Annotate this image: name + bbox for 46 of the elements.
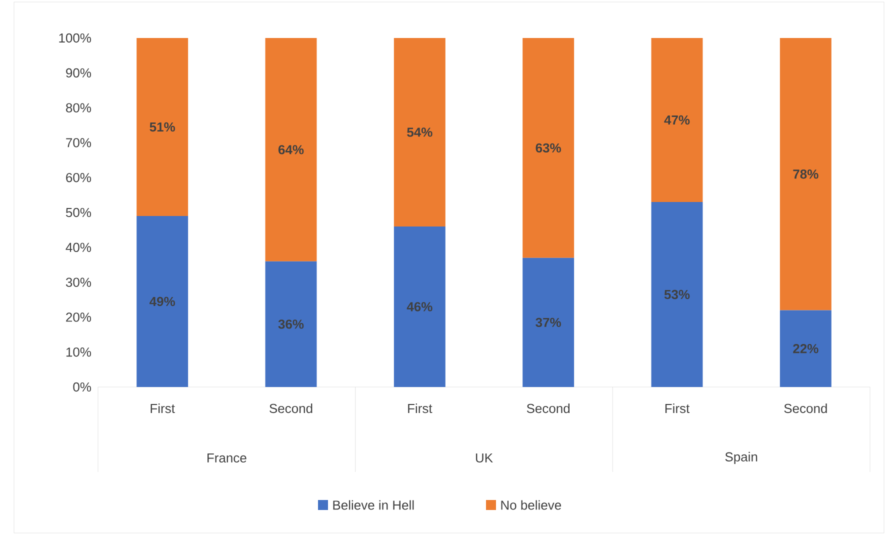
- bar: [651, 38, 703, 202]
- text: Spain: [725, 452, 758, 464]
- y-tick-label: 30%: [66, 278, 92, 287]
- data-label: 22%: [793, 344, 818, 354]
- y-tick-label: 20%: [66, 312, 92, 322]
- legend-label: Believe in Hell: [333, 500, 414, 510]
- data-label: 47%: [664, 115, 690, 125]
- bar: [651, 202, 703, 387]
- bar: [394, 226, 446, 387]
- y-tick-label: 80%: [66, 103, 92, 112]
- y-tick-label: 40%: [66, 242, 92, 252]
- bar: [394, 38, 446, 226]
- data-label: 78%: [793, 170, 818, 179]
- y-tick-label: 90%: [66, 68, 92, 78]
- bar: [136, 38, 188, 216]
- text: UK: [476, 453, 493, 463]
- data-label: 64%: [278, 145, 304, 154]
- data-label: 46%: [406, 302, 432, 312]
- bar: [522, 38, 574, 258]
- bar: [265, 261, 317, 387]
- x-tick-label: Second: [784, 404, 827, 414]
- y-tick-label: 10%: [66, 347, 92, 357]
- x-tick-label: First: [150, 404, 175, 414]
- y-tick-label: 50%: [66, 208, 92, 218]
- y-tick-label: 0%: [73, 382, 92, 392]
- bar: [136, 216, 188, 387]
- y-tick-label: 100%: [59, 33, 92, 43]
- text: France: [208, 453, 246, 463]
- data-label: 36%: [278, 320, 304, 329]
- data-label: 49%: [150, 296, 175, 306]
- data-label: 54%: [407, 128, 432, 137]
- data-label: 53%: [664, 290, 690, 300]
- data-label: 51%: [150, 122, 175, 132]
- y-tick-label: 60%: [66, 172, 92, 182]
- legend-label: No believe: [501, 500, 562, 510]
- bar: [780, 310, 832, 387]
- bar: [265, 38, 317, 262]
- x-tick-label: Second: [270, 404, 312, 414]
- x-tick-label: First: [665, 404, 690, 414]
- data-label: 37%: [536, 318, 561, 328]
- bar: [522, 258, 574, 387]
- x-tick-label: First: [408, 404, 432, 414]
- x-tick-label: Second: [526, 404, 570, 414]
- y-tick-label: 70%: [66, 138, 92, 148]
- bar: [780, 38, 832, 310]
- data-label: 63%: [536, 143, 561, 153]
